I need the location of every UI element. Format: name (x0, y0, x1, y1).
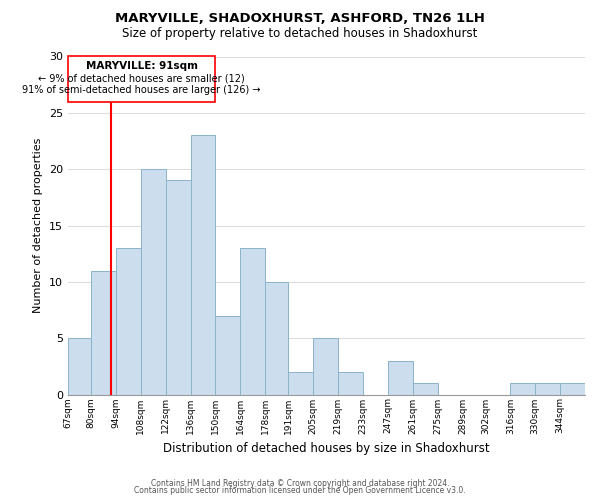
Bar (535, 383, 560, 394)
Bar (166, 180, 191, 394)
Text: Contains public sector information licensed under the Open Government Licence v3: Contains public sector information licen… (134, 486, 466, 495)
Text: MARYVILLE: 91sqm: MARYVILLE: 91sqm (86, 61, 197, 71)
Text: Contains HM Land Registry data © Crown copyright and database right 2024.: Contains HM Land Registry data © Crown c… (151, 478, 449, 488)
Bar (338, 372, 363, 394)
Bar (215, 316, 240, 394)
X-axis label: Distribution of detached houses by size in Shadoxhurst: Distribution of detached houses by size … (163, 442, 490, 455)
Text: ← 9% of detached houses are smaller (12): ← 9% of detached houses are smaller (12) (38, 74, 245, 84)
Bar (68, 56, 215, 102)
Bar (511, 383, 535, 394)
Bar (413, 383, 437, 394)
Text: MARYVILLE, SHADOXHURST, ASHFORD, TN26 1LH: MARYVILLE, SHADOXHURST, ASHFORD, TN26 1L… (115, 12, 485, 26)
Y-axis label: Number of detached properties: Number of detached properties (34, 138, 43, 313)
Bar (240, 248, 265, 394)
Bar (116, 248, 141, 394)
Bar (560, 383, 585, 394)
Bar (91, 270, 116, 394)
Text: 91% of semi-detached houses are larger (126) →: 91% of semi-detached houses are larger (… (22, 84, 261, 94)
Bar (265, 282, 288, 395)
Bar (191, 136, 215, 394)
Text: Size of property relative to detached houses in Shadoxhurst: Size of property relative to detached ho… (122, 28, 478, 40)
Bar (388, 360, 413, 394)
Bar (141, 169, 166, 394)
Bar (68, 338, 91, 394)
Bar (313, 338, 338, 394)
Bar (288, 372, 313, 394)
